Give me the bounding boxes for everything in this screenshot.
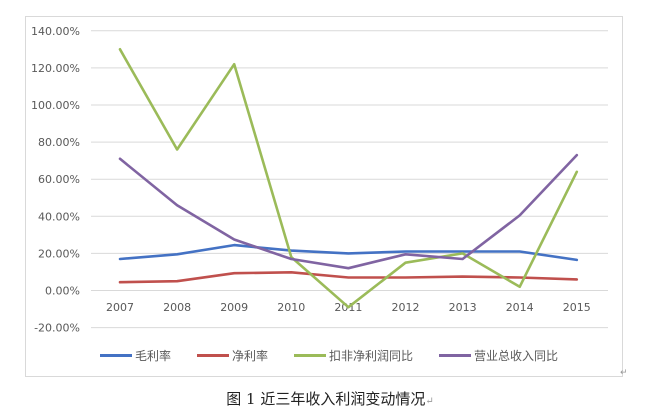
x-tick-label: 2010: [277, 301, 305, 314]
figure-caption: 图 1 近三年收入利润变动情况↵: [0, 388, 660, 409]
x-tick-label: 2008: [163, 301, 191, 314]
y-tick-label: 60.00%: [38, 173, 80, 186]
series-line: [118, 153, 579, 270]
series-line: [118, 47, 579, 309]
series-lines: [118, 47, 579, 309]
y-tick-label: 0.00%: [45, 285, 80, 298]
x-tick-label: 2015: [563, 301, 591, 314]
y-tick-label: 80.00%: [38, 136, 80, 149]
y-tick-label: 40.00%: [38, 210, 80, 223]
legend-item-total-revenue-yoy: 营业总收入同比: [439, 347, 558, 364]
x-tick-label: 2009: [220, 301, 248, 314]
y-tick-label: 100.00%: [31, 99, 80, 112]
chart-legend: 毛利率 净利率 扣非净利润同比 营业总收入同比: [100, 346, 584, 364]
x-tick-label: 2014: [506, 301, 534, 314]
paragraph-mark: ↵: [620, 368, 628, 378]
legend-label: 扣非净利润同比: [329, 348, 414, 363]
legend-swatch: [439, 353, 472, 357]
x-tick-label: 2013: [449, 301, 477, 314]
legend-swatch: [100, 353, 132, 357]
x-tick-label: 2007: [106, 301, 134, 314]
x-axis-ticks: 2007 2008 2009 2010 2011 2012 2013 2014 2015: [106, 301, 591, 314]
y-tick-label: -20.00%: [34, 322, 80, 335]
gridlines: [91, 30, 608, 329]
x-tick-label: 2012: [392, 301, 420, 314]
legend-swatch: [197, 353, 230, 357]
legend-label: 毛利率: [135, 348, 172, 363]
legend-label: 营业总收入同比: [474, 348, 559, 363]
chart-frame: [25, 16, 623, 377]
legend-swatch: [294, 353, 327, 357]
y-tick-label: 20.00%: [38, 247, 80, 260]
series-line: [118, 243, 579, 262]
caption-paragraph-mark: ↵: [425, 396, 434, 407]
legend-item-deducted-net-profit-yoy: 扣非净利润同比: [294, 347, 413, 364]
legend-item-net-margin: 净利率: [197, 347, 268, 364]
y-tick-label: 120.00%: [31, 62, 80, 75]
y-tick-label: 140.00%: [31, 25, 80, 38]
series-line: [118, 270, 579, 284]
legend-label: 净利率: [232, 348, 269, 363]
caption-text: 图 1 近三年收入利润变动情况: [226, 390, 426, 408]
y-axis-ticks: -20.00% 0.00% 20.00% 40.00% 60.00% 80.00% 100.…: [31, 25, 80, 335]
legend-item-gross-margin: 毛利率: [100, 347, 171, 364]
